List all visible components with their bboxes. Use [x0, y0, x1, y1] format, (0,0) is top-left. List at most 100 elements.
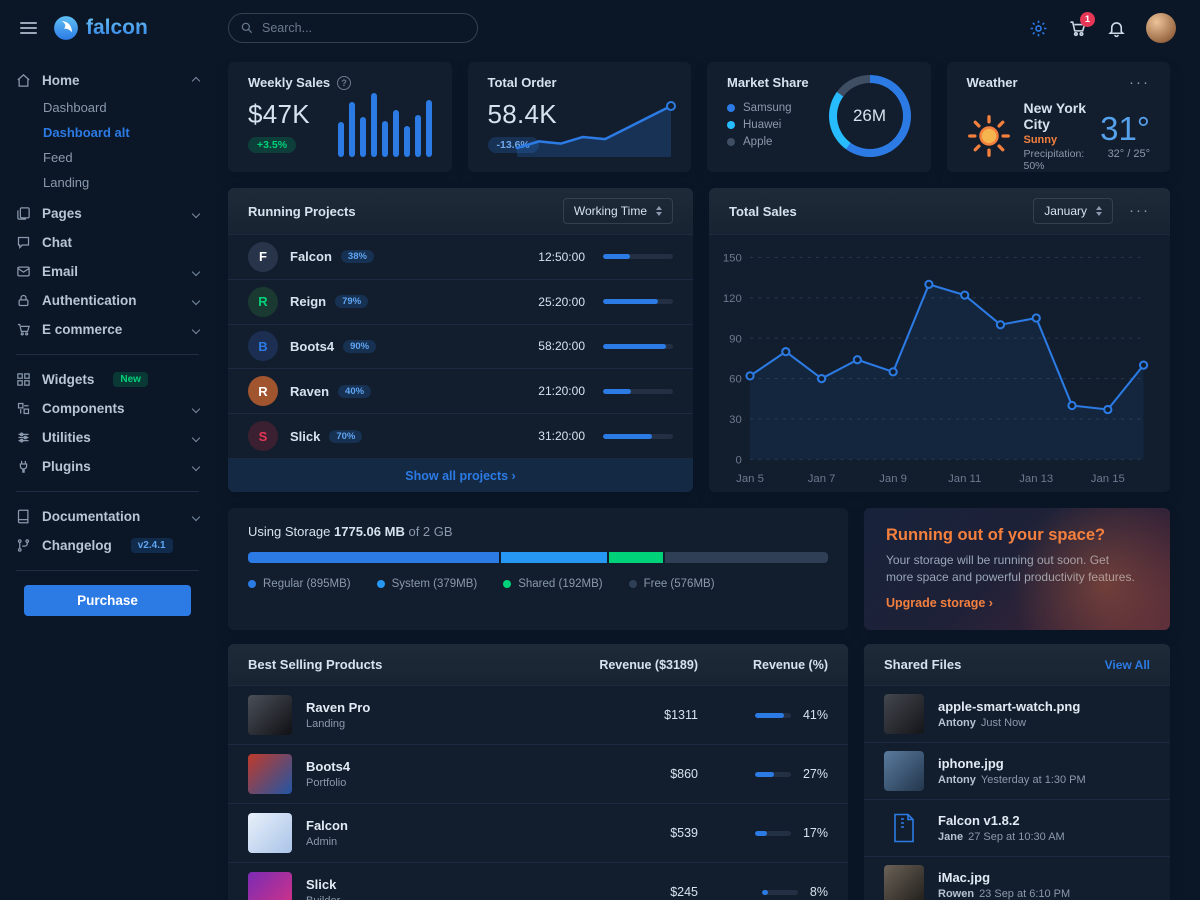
product-category[interactable]: Portfolio	[306, 777, 347, 789]
product-category[interactable]: Admin	[306, 836, 338, 848]
falcon-logo[interactable]: falcon	[53, 15, 148, 41]
working-time-select[interactable]: Working Time	[562, 198, 673, 224]
storage-segment-free	[664, 552, 828, 563]
project-percent-badge: 38%	[340, 250, 374, 264]
topbar: 1	[215, 0, 1200, 56]
running-projects-card: Running Projects Working Time F Falcon 3…	[228, 188, 693, 492]
divider	[16, 491, 199, 492]
project-row[interactable]: F Falcon 38% 12:50:00	[228, 235, 693, 280]
show-all-projects[interactable]: Show all projects ›	[228, 459, 693, 492]
project-name[interactable]: Boots4	[290, 338, 335, 354]
purchase-button[interactable]: Purchase	[24, 585, 191, 616]
sidebar-item-ecommerce[interactable]: E commerce	[0, 315, 215, 344]
file-name[interactable]: Falcon v1.8.2	[938, 813, 1020, 828]
sidebar-item-utilities[interactable]: Utilities	[0, 423, 215, 452]
file-thumbnail	[884, 751, 924, 791]
legend-dot	[376, 580, 385, 588]
file-name[interactable]: iphone.jpg	[938, 756, 1004, 771]
project-row[interactable]: S Slick 70% 31:20:00	[228, 414, 693, 459]
file-time: Yesterday at 1:30 PM	[980, 774, 1086, 786]
sidebar-item-documentation[interactable]: Documentation	[0, 502, 215, 531]
more-menu-icon[interactable]: ···	[1129, 73, 1150, 91]
table-row[interactable]: Boots4 Portfolio $860 27%	[228, 745, 848, 804]
file-name[interactable]: apple-smart-watch.png	[938, 699, 1081, 714]
list-item[interactable]: apple-smart-watch.png Antony Just Now	[864, 686, 1170, 743]
cart-icon[interactable]: 1	[1068, 11, 1095, 38]
total-order-card: Total Order 58.4K -13.6%	[467, 62, 691, 172]
product-revenue: $245	[670, 885, 698, 899]
list-item[interactable]: iMac.jpg Rowen 23 Sep at 6:10 PM	[864, 857, 1170, 900]
upgrade-space-card: Running out of your space? Your storage …	[864, 508, 1170, 630]
total-sales-card: Total Sales January ··· 0 30 60 90 120 150 Jan…	[709, 188, 1170, 492]
sidebar-item-email[interactable]: Email	[0, 257, 215, 286]
product-name[interactable]: Slick	[306, 877, 337, 892]
menu-toggle-icon[interactable]	[20, 22, 37, 34]
storage-used: 1775.06 MB	[334, 524, 405, 539]
list-item[interactable]: iphone.jpg Antony Yesterday at 1:30 PM	[864, 743, 1170, 800]
search-input[interactable]	[228, 13, 478, 43]
storage-label: Using Storage	[248, 524, 331, 539]
chevron-down-icon	[191, 462, 201, 471]
project-name[interactable]: Reign	[290, 294, 327, 310]
table-row[interactable]: Slick Builder $245 8%	[228, 863, 848, 900]
sidebar-item-pages[interactable]: Pages	[0, 199, 215, 228]
chevron-down-icon	[191, 267, 201, 276]
month-select[interactable]: January	[1033, 198, 1113, 224]
table-row[interactable]: Falcon Admin $539 17%	[228, 804, 848, 863]
file-name[interactable]: iMac.jpg	[938, 870, 991, 885]
view-all-link[interactable]: View All	[1104, 657, 1150, 672]
project-progressbar	[603, 388, 673, 394]
sidebar-item-dashboard-alt[interactable]: Dashboard alt	[43, 125, 130, 140]
card-title: Total Sales	[729, 203, 797, 219]
storage-segment-system	[500, 552, 608, 563]
project-name[interactable]: Raven	[290, 383, 330, 399]
sidebar-item-components[interactable]: Components	[0, 394, 215, 423]
settings-gear-icon[interactable]	[1029, 19, 1048, 38]
market-share-legend: Samsung Huawei Apple	[727, 102, 809, 148]
sidebar-item-dashboard[interactable]: Dashboard	[43, 100, 107, 115]
help-icon[interactable]: ?	[337, 75, 352, 90]
plug-icon	[19, 460, 28, 473]
project-time: 21:20:00	[538, 384, 585, 399]
svg-text:Jan 11: Jan 11	[948, 473, 981, 485]
svg-text:Jan 7: Jan 7	[808, 473, 836, 485]
select-caret-icon	[656, 206, 662, 216]
sidebar-item-feed[interactable]: Feed	[43, 150, 73, 165]
market-share-total: 26M	[852, 106, 887, 125]
sidebar-item-chat[interactable]: Chat	[0, 228, 215, 257]
product-name[interactable]: Falcon	[306, 818, 348, 833]
sidebar-item-home[interactable]: Home	[0, 66, 215, 95]
svg-text:60: 60	[729, 374, 742, 386]
product-category[interactable]: Builder	[306, 895, 340, 900]
card-title: Market Share	[727, 75, 809, 90]
sidebar-item-widgets[interactable]: Widgets New	[0, 365, 215, 394]
more-menu-icon[interactable]: ···	[1129, 202, 1150, 219]
product-name[interactable]: Raven Pro	[306, 700, 371, 715]
product-name[interactable]: Boots4	[306, 759, 351, 774]
project-name[interactable]: Slick	[290, 428, 321, 444]
chevron-down-icon	[191, 433, 201, 442]
project-progressbar	[603, 343, 673, 349]
upgrade-storage-link[interactable]: Upgrade storage ›	[886, 595, 993, 610]
product-thumbnail	[248, 754, 292, 794]
divider	[16, 354, 199, 355]
sidebar-item-landing[interactable]: Landing	[43, 175, 90, 190]
list-item[interactable]: Falcon v1.8.2 Jane 27 Sep at 10:30 AM	[864, 800, 1170, 857]
home-icon	[17, 74, 30, 87]
svg-text:Jan 9: Jan 9	[879, 473, 907, 485]
project-row[interactable]: B Boots4 90% 58:20:00	[228, 325, 693, 370]
table-row[interactable]: Raven Pro Landing $1311 41%	[228, 686, 848, 745]
file-owner: Antony	[938, 717, 976, 729]
sidebar-item-plugins[interactable]: Plugins	[0, 452, 215, 481]
bar	[337, 122, 344, 157]
notifications-bell-icon[interactable]	[1107, 19, 1126, 38]
project-row[interactable]: R Reign 79% 25:20:00	[228, 280, 693, 325]
project-name[interactable]: Falcon	[290, 249, 332, 265]
product-category[interactable]: Landing	[306, 718, 346, 730]
project-row[interactable]: R Raven 40% 21:20:00	[228, 369, 693, 415]
total-order-badge: -13.6%	[487, 137, 539, 153]
sidebar-item-changelog[interactable]: Changelog v2.4.1	[0, 531, 215, 560]
user-avatar[interactable]	[1146, 13, 1176, 43]
sidebar-item-authentication[interactable]: Authentication	[0, 286, 215, 315]
